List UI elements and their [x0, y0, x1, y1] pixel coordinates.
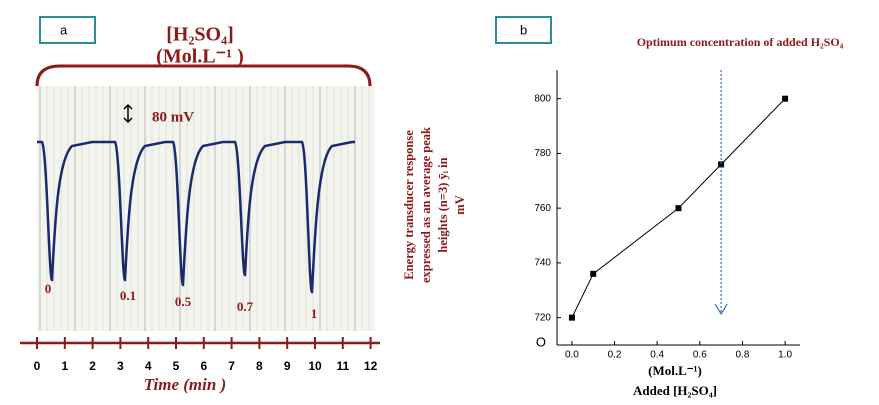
- figure: a [H₂SO₄] (Mol.L⁻¹ ) 80 mV Time (min ) E…: [0, 0, 879, 405]
- time-tick-label: 2: [89, 359, 96, 373]
- x-tick-label: 0.6: [693, 350, 707, 361]
- y-label-line: Energy transducer response: [402, 130, 416, 280]
- x-tick-label: 0.4: [650, 350, 664, 361]
- time-tick-label: 1: [61, 359, 68, 373]
- x-tick-label: 0.0: [565, 350, 579, 361]
- x-tick-label: 0.8: [735, 350, 749, 361]
- y-label-line: mV: [453, 195, 467, 214]
- time-tick-label: 8: [256, 359, 263, 373]
- peak-label: 0: [45, 281, 52, 296]
- scale-label: 80 mV: [152, 109, 194, 125]
- stray-label: O: [536, 334, 546, 349]
- chart-title: Optimum concentration of added H₂SO₄: [637, 35, 844, 49]
- x-tick-label: 1.0: [778, 350, 792, 361]
- peak-label: 1: [311, 306, 318, 321]
- concentration-title: [H₂SO₄]: [166, 24, 234, 46]
- data-point: [782, 96, 788, 102]
- concentration-unit: (Mol.L⁻¹ ): [156, 46, 244, 68]
- time-tick-label: 6: [200, 359, 207, 373]
- time-tick-label: 10: [308, 359, 322, 373]
- time-tick-label: 9: [284, 359, 291, 373]
- data-point: [569, 315, 575, 321]
- time-tick-label: 5: [173, 359, 180, 373]
- data-point: [590, 271, 596, 277]
- y-tick-label: 780: [534, 148, 551, 159]
- time-tick-label: 7: [228, 359, 235, 373]
- y-tick-label: 720: [534, 312, 551, 323]
- x-axis-label: Added [H₂SO₄]: [633, 383, 717, 398]
- peak-label: 0.7: [237, 299, 254, 314]
- panel-label-box: [40, 17, 95, 43]
- y-label-line: expressed as an average peak: [419, 127, 433, 283]
- peak-label: 0.5: [175, 294, 192, 309]
- chart-paper: [37, 86, 375, 331]
- y-tick-label: 800: [534, 93, 551, 104]
- y-tick-label: 760: [534, 203, 551, 214]
- x-tick-label: 0.2: [608, 350, 622, 361]
- optimum-arrowhead: [715, 304, 727, 314]
- time-tick-label: 12: [364, 359, 378, 373]
- x-axis-unit: (Mol.L⁻¹): [648, 363, 702, 378]
- data-point: [676, 205, 682, 211]
- time-tick-label: 0: [34, 359, 41, 373]
- y-label-line: heights (n=3) ȳᵢ in: [436, 157, 450, 252]
- panel-label: b: [520, 22, 527, 37]
- y-tick-label: 740: [534, 258, 551, 269]
- panel-label: a: [60, 22, 68, 37]
- time-tick-label: 11: [336, 359, 349, 373]
- peak-label: 0.1: [120, 288, 136, 303]
- time-label: Time (min ): [144, 375, 226, 394]
- time-tick-label: 3: [117, 359, 124, 373]
- time-tick-label: 4: [145, 359, 152, 373]
